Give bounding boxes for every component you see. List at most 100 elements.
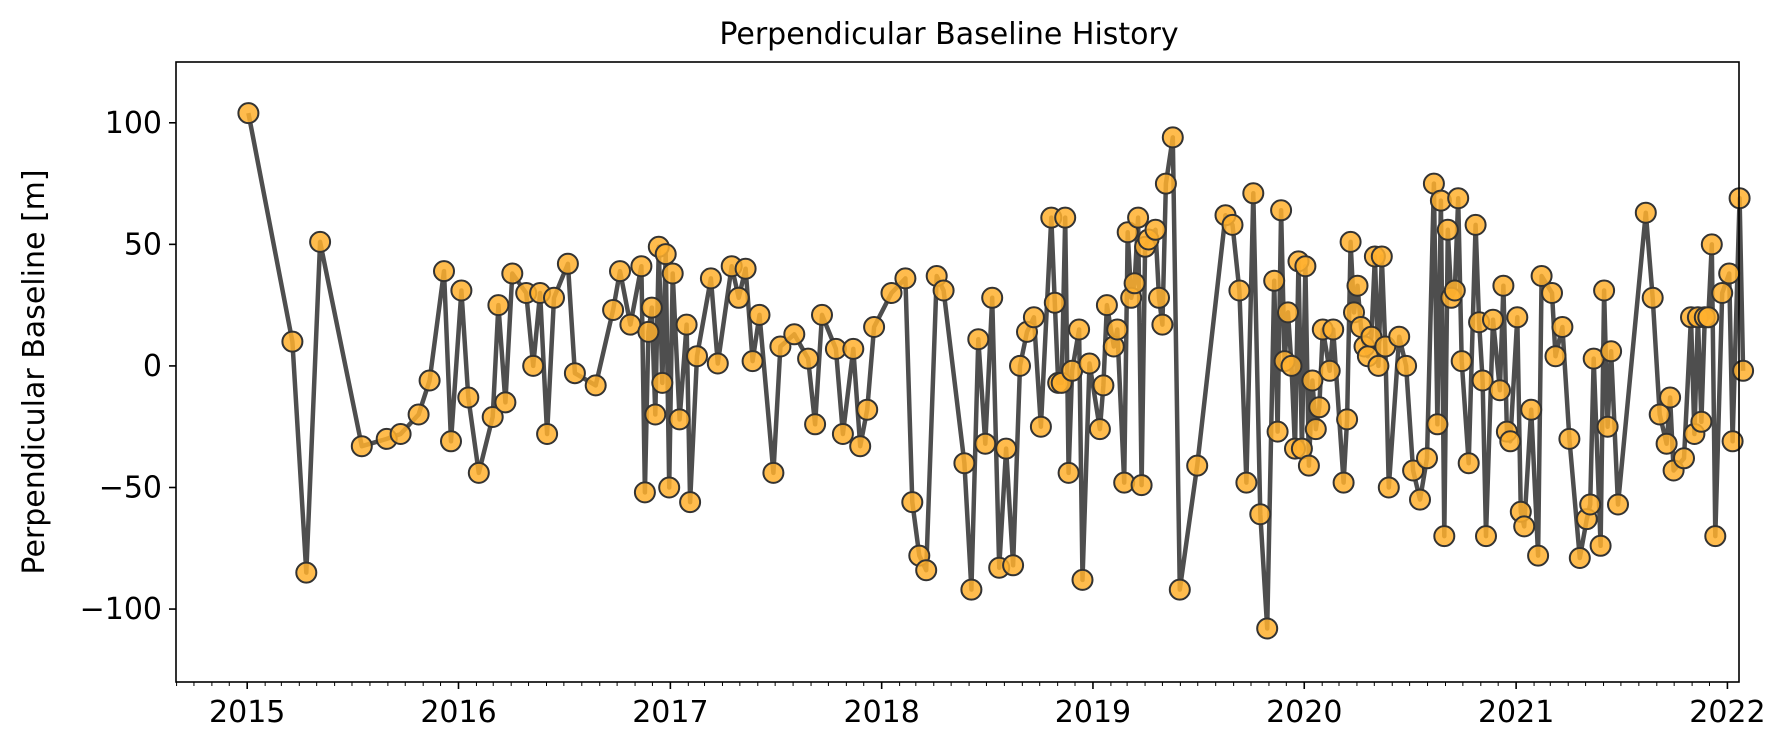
- data-point: [1280, 354, 1303, 377]
- data-point: [675, 313, 698, 336]
- data-point: [1673, 447, 1695, 470]
- data-point: [309, 230, 332, 253]
- data-point: [783, 323, 806, 346]
- data-point: [706, 352, 729, 375]
- data-point: [856, 398, 879, 421]
- data-point: [1457, 452, 1480, 475]
- x-tick-label: 2015: [209, 695, 285, 730]
- data-point: [1395, 354, 1418, 377]
- data-point: [584, 374, 607, 397]
- data-point: [1711, 282, 1734, 304]
- data-point: [679, 491, 702, 514]
- data-point: [619, 313, 642, 336]
- data-point: [1029, 415, 1052, 438]
- data-point: [1433, 525, 1456, 548]
- data-point: [1151, 313, 1174, 336]
- data-point: [281, 330, 304, 353]
- data-point: [995, 437, 1018, 460]
- data-point: [1161, 126, 1184, 149]
- data-point: [727, 286, 750, 309]
- data-point: [450, 279, 473, 302]
- data-point: [1249, 503, 1272, 526]
- data-point: [1659, 386, 1682, 409]
- x-tick-label: 2021: [1478, 695, 1554, 730]
- x-tick-label: 2018: [843, 695, 919, 730]
- data-point: [1009, 354, 1031, 377]
- data-point: [1718, 262, 1741, 285]
- data-point: [1332, 471, 1355, 494]
- data-point: [1304, 418, 1327, 441]
- data-point: [522, 354, 545, 377]
- y-tick-label: −100: [80, 592, 162, 627]
- data-point: [661, 262, 684, 285]
- data-point: [1242, 182, 1265, 205]
- data-point: [1116, 221, 1139, 244]
- data-point: [1436, 218, 1459, 241]
- data-point: [1721, 430, 1744, 453]
- data-point: [1123, 272, 1146, 295]
- data-point: [1022, 306, 1045, 329]
- data-point: [237, 102, 260, 125]
- data-point: [637, 320, 660, 343]
- data-point: [1043, 291, 1066, 314]
- data-point: [1482, 308, 1504, 331]
- data-point: [1228, 279, 1251, 302]
- data-point: [1475, 525, 1497, 548]
- data-point: [734, 257, 757, 280]
- data-point: [407, 403, 430, 426]
- data-point: [494, 391, 517, 414]
- y-tick-label: −50: [99, 470, 162, 505]
- data-point: [1443, 279, 1466, 302]
- data-point: [811, 303, 833, 326]
- data-point: [1054, 206, 1077, 229]
- data-point: [1492, 274, 1515, 297]
- data-point: [1263, 269, 1286, 292]
- data-point: [1409, 488, 1431, 511]
- data-point: [1346, 274, 1369, 297]
- y-tick-label: 100: [105, 106, 162, 141]
- data-point: [1148, 286, 1170, 309]
- x-tick-label: 2017: [632, 695, 708, 730]
- data-point: [1339, 230, 1362, 253]
- data-point: [1600, 340, 1623, 363]
- data-point: [563, 362, 586, 385]
- data-point: [762, 461, 785, 484]
- y-tick-label: 50: [124, 227, 162, 262]
- data-point: [536, 423, 559, 445]
- data-point: [974, 432, 997, 455]
- data-point: [1530, 265, 1553, 287]
- data-point: [1370, 245, 1393, 268]
- data-point: [1308, 396, 1331, 419]
- data-point: [1318, 359, 1341, 382]
- data-point: [1088, 418, 1111, 441]
- plot-layer: [237, 102, 1755, 640]
- data-point: [1589, 534, 1612, 557]
- data-point: [543, 286, 565, 309]
- data-point: [894, 267, 917, 290]
- data-point: [389, 423, 412, 445]
- data-point: [1322, 318, 1345, 341]
- data-point: [1154, 172, 1177, 195]
- data-point: [1450, 350, 1473, 373]
- data-point: [1002, 554, 1025, 577]
- data-point: [699, 267, 722, 290]
- plot-frame: [175, 61, 1740, 683]
- data-point: [1697, 306, 1720, 329]
- data-point: [668, 408, 691, 431]
- data-point: [1596, 415, 1619, 438]
- data-point: [1221, 213, 1244, 236]
- data-point: [1071, 568, 1094, 591]
- y-tick-label: 0: [143, 349, 162, 384]
- data-point: [433, 260, 455, 283]
- data-point: [1527, 544, 1550, 567]
- data-point: [953, 452, 976, 475]
- data-point: [1168, 578, 1191, 601]
- data-point: [1301, 369, 1324, 392]
- data-point: [1367, 354, 1390, 377]
- data-point: [1402, 459, 1425, 482]
- data-point: [1270, 199, 1293, 222]
- data-point: [1377, 476, 1400, 499]
- data-point: [556, 252, 579, 275]
- data-point: [1106, 318, 1129, 341]
- data-point: [467, 461, 490, 484]
